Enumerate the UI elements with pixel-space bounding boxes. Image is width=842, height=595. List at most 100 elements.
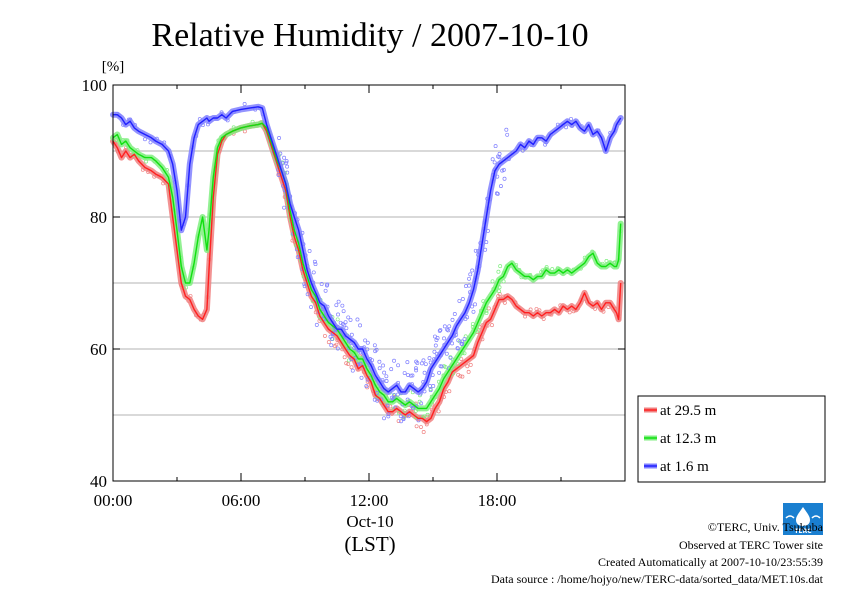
data-point [277,136,282,140]
data-point [608,130,613,135]
data-point [313,262,318,267]
legend-label-12.3m: at 12.3 m [660,431,717,447]
data-point [126,117,131,122]
data-point [121,138,126,142]
data-point [380,378,385,382]
data-point [329,343,334,348]
data-point [300,230,305,235]
data-point [452,312,457,316]
data-point [434,338,439,342]
data-point [362,345,367,350]
data-point [384,374,389,379]
data-point [523,314,528,319]
terc-logo-text: TERC [794,528,812,535]
data-point [342,323,347,328]
data-point [282,205,287,210]
data-point [365,340,370,345]
footer-copyright: ©TERC, Univ. Tsukuba [708,520,824,534]
data-point [485,323,490,328]
data-point [432,349,437,354]
x-tick-label: 12:00 [350,491,389,510]
data-point [480,323,485,328]
data-point [402,371,407,375]
data-point [375,398,380,403]
data-point [410,406,415,410]
data-point [331,330,335,335]
data-point [484,309,489,314]
data-point [495,174,500,179]
data-point [555,266,560,271]
data-point [402,408,407,413]
data-point [409,404,414,408]
data-point [342,355,347,360]
data-point [468,272,473,277]
data-point [162,140,167,145]
axis-ticks: 40 60 80 100 00:00 06:00 12:00 18:00 [82,76,626,510]
data-point [544,265,549,270]
data-point [484,240,489,245]
data-point [359,375,364,380]
data-point [462,337,467,342]
data-point [309,305,313,309]
data-point [332,344,337,348]
x-axis-tz-label: (LST) [344,532,395,556]
footer-site: Observed at TERC Tower site [679,538,823,552]
y-unit-label: [%] [102,59,125,75]
data-point [437,379,441,384]
data-point [454,332,459,337]
series-line [112,122,622,410]
data-point [421,430,426,434]
data-point [349,365,354,370]
data-point [456,372,461,377]
data-point [341,309,346,314]
data-point [282,155,287,160]
data-point [358,361,363,366]
legend-box [637,395,826,483]
y-tick-label: 60 [90,340,107,359]
data-point [465,315,470,320]
x-tick-label: 18:00 [478,491,517,510]
data-point [595,300,600,305]
data-point [473,248,478,253]
data-point [148,140,153,145]
data-point [444,351,449,356]
data-point [468,290,472,295]
data-point [571,309,576,314]
data-point [423,362,428,367]
legend: at 29.5 m at 12.3 m at 1.6 m [637,395,826,483]
data-point [375,390,379,395]
data-point [422,414,426,419]
data-point [549,312,554,317]
data-point [344,326,349,331]
data-point [460,339,465,344]
data-point [421,358,426,363]
data-point [428,360,433,365]
data-point [386,414,391,419]
data-point [483,247,488,252]
data-point [435,336,440,340]
data-point [312,259,317,264]
data-point [125,138,130,143]
data-point [537,308,542,313]
data-point [386,412,391,417]
data-point [200,123,205,128]
data-point [410,382,415,387]
data-point [578,266,583,271]
data-point [307,249,312,253]
data-point [133,123,138,128]
data-point [457,298,462,303]
data-point [540,268,545,273]
x-tick-label: 00:00 [94,491,133,510]
data-point [436,409,441,414]
data-point [183,285,188,290]
data-point [349,332,354,337]
data-point [253,107,258,112]
data-point [290,238,295,243]
data-point [486,306,491,311]
data-point [448,355,453,360]
data-point [414,368,419,373]
data-point [558,303,563,308]
data-point [462,351,467,356]
data-point [497,289,501,294]
data-point [250,119,255,124]
